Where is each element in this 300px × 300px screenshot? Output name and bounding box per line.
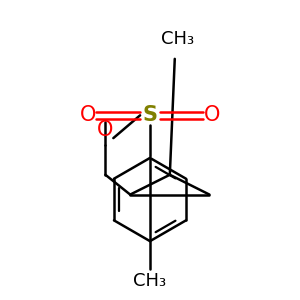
Text: CH₃: CH₃ — [134, 272, 166, 290]
Text: CH₃: CH₃ — [161, 30, 194, 48]
Text: O: O — [204, 105, 220, 125]
Text: O: O — [80, 105, 96, 125]
Text: S: S — [142, 105, 158, 125]
Text: O: O — [97, 120, 114, 140]
